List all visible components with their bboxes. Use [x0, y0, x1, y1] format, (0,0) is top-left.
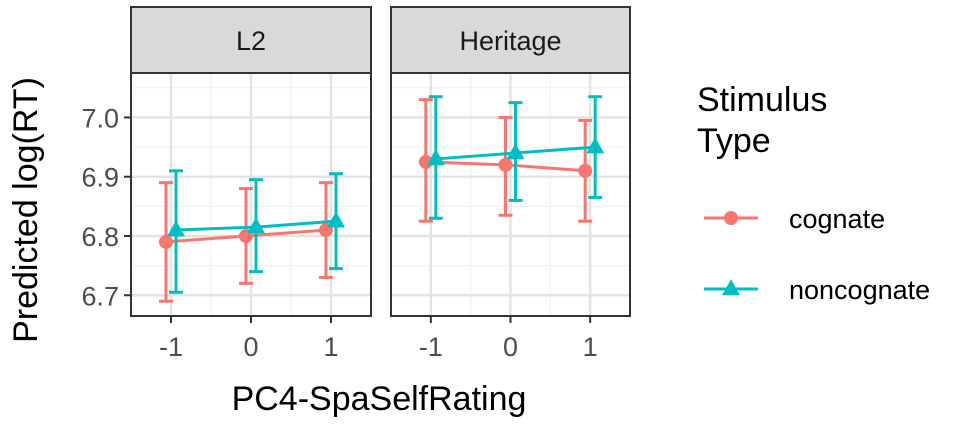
panels-layer: L2 Heritage — [130, 6, 631, 317]
series-noncognate-heritage — [426, 95, 605, 220]
facet-panel-l2: L2 — [130, 6, 372, 317]
x-tick-label: -1 — [419, 332, 443, 362]
data-point — [327, 211, 345, 228]
data-point — [498, 157, 513, 172]
x-tick-label: 0 — [243, 332, 258, 362]
legend-key-marker — [724, 211, 738, 225]
strip-label: L2 — [236, 26, 266, 56]
strip-background — [130, 6, 372, 74]
x-tick-label: 0 — [503, 332, 518, 362]
y-tick-label: 6.9 — [81, 163, 119, 193]
legend-title-line-2: Type — [697, 122, 771, 160]
legend-item-noncognate: noncognate — [704, 275, 930, 305]
series-cognate-heritage — [418, 98, 593, 223]
data-point — [418, 154, 433, 169]
data-point — [586, 137, 605, 154]
strip-label: Heritage — [459, 26, 561, 56]
x-tick-label: 1 — [323, 332, 338, 362]
y-axis-title: Predicted log(RT) — [7, 77, 45, 343]
data-point — [578, 163, 593, 178]
legend-label: cognate — [789, 204, 885, 234]
legend-title-line-1: Stimulus — [697, 81, 827, 119]
data-point — [426, 149, 445, 166]
legend-keys: cognate noncognate — [704, 204, 930, 305]
legend-key-marker — [722, 279, 740, 296]
data-point — [167, 220, 185, 237]
data-point — [247, 217, 265, 234]
y-tick-label: 6.7 — [81, 281, 119, 311]
data-point — [159, 234, 173, 249]
facet-panel-heritage: Heritage — [390, 6, 631, 317]
strip-background — [390, 6, 631, 74]
y-tick-label: 7.0 — [81, 103, 119, 133]
x-axis-title: PC4-SpaSelfRating — [232, 380, 527, 418]
axes-layer: -1 0 1 -1 0 1 6.7 6.8 6.9 7.0 — [81, 103, 597, 362]
legend-label: noncognate — [789, 275, 930, 305]
legend: Stimulus Type cognate noncognate — [697, 81, 930, 305]
legend-item-cognate: cognate — [704, 204, 885, 234]
x-tick-label: 1 — [583, 332, 598, 362]
x-tick-label: -1 — [159, 332, 183, 362]
y-tick-label: 6.8 — [81, 222, 119, 252]
data-point — [506, 143, 525, 160]
series-noncognate-l2 — [167, 169, 345, 294]
